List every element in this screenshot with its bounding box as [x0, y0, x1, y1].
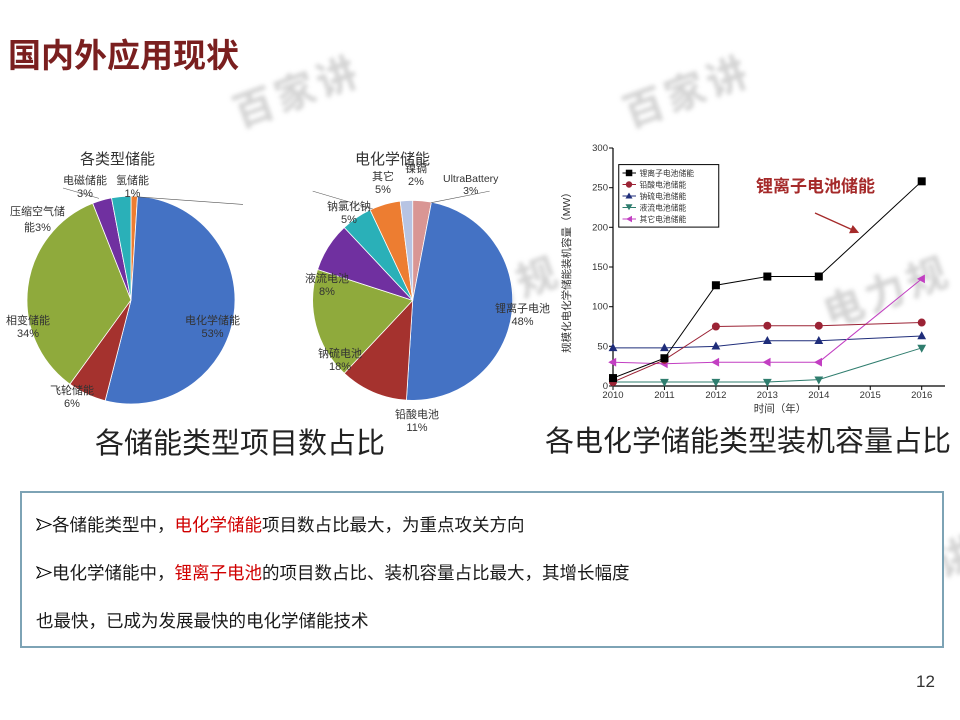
svg-text:2016: 2016 [911, 390, 932, 401]
svg-text:2015: 2015 [860, 390, 881, 401]
svg-text:钠硫电池储能: 钠硫电池储能 [640, 191, 687, 201]
svg-text:150: 150 [592, 262, 608, 273]
svg-text:时间（年）: 时间（年） [754, 402, 807, 415]
svg-text:锂离子电池储能: 锂离子电池储能 [640, 168, 695, 178]
svg-text:100: 100 [592, 302, 608, 313]
svg-text:液流电池储能: 液流电池储能 [640, 202, 687, 212]
svg-text:200: 200 [592, 222, 608, 233]
svg-text:规模化电化学储能装机容量（MW）: 规模化电化学储能装机容量（MW） [560, 187, 573, 353]
svg-text:2013: 2013 [757, 390, 778, 401]
svg-text:2010: 2010 [602, 390, 623, 401]
svg-text:300: 300 [592, 143, 608, 154]
svg-text:2014: 2014 [808, 390, 829, 401]
svg-text:其它电池储能: 其它电池储能 [640, 214, 687, 224]
svg-text:250: 250 [592, 183, 608, 194]
svg-text:铅酸电池储能: 铅酸电池储能 [640, 179, 687, 189]
svg-text:50: 50 [597, 341, 608, 352]
svg-text:2011: 2011 [654, 390, 674, 401]
svg-text:2012: 2012 [705, 390, 726, 401]
